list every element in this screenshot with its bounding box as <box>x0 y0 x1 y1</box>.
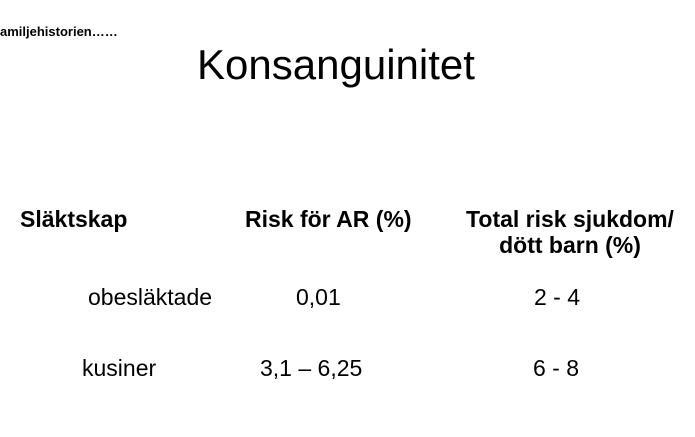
column-header-ar-risk: Risk för AR (%) <box>245 206 412 232</box>
table-cell-ar-risk: 0,01 <box>296 284 341 310</box>
header-note: amiljehistorien…… <box>0 24 118 39</box>
column-header-total-risk-line-2: dött barn (%) <box>499 232 641 258</box>
table-cell-relation: kusiner <box>82 355 157 381</box>
table-cell-relation: obesläktade <box>88 284 213 310</box>
table-cell-ar-risk: 3,1 – 6,25 <box>260 355 363 381</box>
table-cell-total-risk: 2 - 4 <box>534 284 581 310</box>
column-header-total-risk: Total risk sjukdom/ dött barn (%) <box>462 206 678 258</box>
page-title: Konsanguinitet <box>197 41 475 88</box>
column-header-relation: Släktskap <box>20 206 128 232</box>
column-header-total-risk-line-1: Total risk sjukdom/ <box>466 206 674 232</box>
table-cell-total-risk: 6 - 8 <box>533 355 580 381</box>
